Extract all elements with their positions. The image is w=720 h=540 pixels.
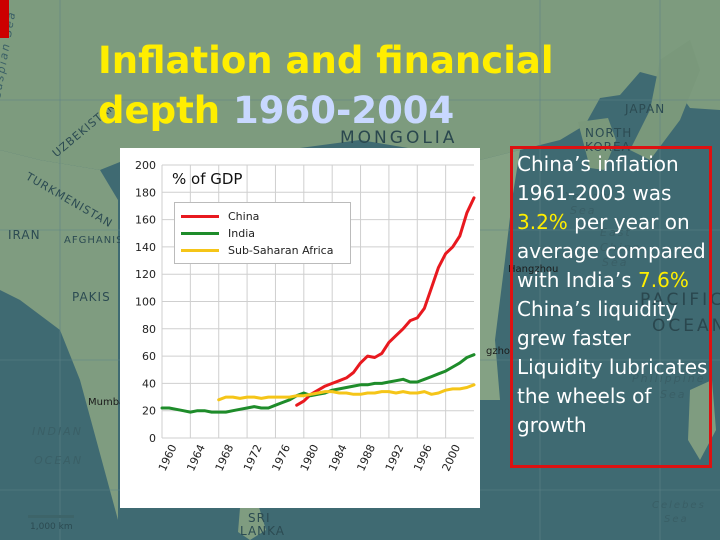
- legend-item: India: [181, 225, 255, 241]
- x-tick-label: 2000: [440, 442, 464, 473]
- series-layer: [160, 196, 476, 414]
- x-tick-label: 1992: [383, 442, 407, 473]
- y-tick-label: 100: [135, 296, 156, 309]
- legend-label: India: [228, 226, 255, 240]
- map-label-sri-lanka-1: SRI: [248, 511, 271, 525]
- map-scale-bar: [28, 515, 74, 518]
- callout-china-rate: 3.2%: [517, 210, 568, 234]
- map-label-celebes-sea-2: Sea: [664, 514, 689, 525]
- corner-tab: [0, 0, 9, 38]
- legend-label: China: [228, 209, 260, 223]
- map-label-east-china-sea-2: China: [600, 241, 642, 254]
- map-label-yellow-sea-2: Sea: [570, 204, 597, 217]
- x-tick-label: 1988: [354, 442, 378, 473]
- map-label-east-china-sea-1: East: [600, 226, 632, 239]
- chart-panel: 0 20 40 60 80 100 120 140 160 180 200 1960 1964 1968 1…: [120, 148, 480, 508]
- y-tick-label: 140: [135, 241, 156, 254]
- map-label-hangzhou: Hangzhou: [508, 264, 559, 275]
- map-label-philippine-sea-1: Philippine: [632, 372, 706, 385]
- grid-layer: [161, 164, 474, 439]
- x-tick-label: 1984: [326, 442, 350, 473]
- callout-text: China’s inflation 1961-2003 was 3.2% per…: [517, 150, 709, 440]
- y-tick-label: 120: [135, 268, 156, 281]
- map-label-ocean-right: OCEAN: [652, 316, 720, 336]
- title-line-1: Inflation and financial: [98, 39, 554, 82]
- x-tick-label: 1972: [241, 442, 265, 473]
- map-label-yellow-sea-1: Yellow: [565, 190, 612, 203]
- callout-box: [510, 146, 712, 468]
- x-tick-label: 1964: [184, 442, 208, 473]
- x-tick-label: 1960: [156, 442, 180, 473]
- map-label-afghanistan: AFGHANIS: [64, 235, 124, 246]
- chart-y-axis-label: % of GDP: [172, 170, 243, 188]
- y-tick-label: 80: [142, 323, 156, 336]
- land-mass-west: [0, 150, 118, 520]
- x-tick-label: 1996: [411, 442, 435, 473]
- map-label-guangzhou: gzho: [486, 346, 511, 357]
- map-label-indian-ocean-1: INDIAN: [32, 425, 83, 438]
- map-label-pakistan: PAKIS: [72, 290, 111, 304]
- map-label-indian-ocean-2: OCEAN: [34, 454, 84, 467]
- y-tick-label: 0: [149, 432, 156, 445]
- y-tick-label: 180: [135, 186, 156, 199]
- legend-item: Sub-Saharan Africa: [181, 242, 333, 258]
- x-tick-label: 1976: [269, 442, 293, 473]
- map-label-japan: JAPAN: [625, 102, 666, 116]
- legend-swatch: [181, 248, 219, 252]
- map-label-philippine-sea-2: Sea: [660, 388, 687, 401]
- legend-item: China: [181, 208, 259, 224]
- title-years: 1960-2004: [232, 89, 455, 132]
- map-label-mumbai: Mumbai: [88, 397, 128, 408]
- callout-paragraph-inflation: China’s inflation 1961-2003 was 3.2% per…: [517, 150, 709, 295]
- series-line-sub-saharan-africa: [217, 383, 476, 402]
- map-label-east-china-sea-3: Sea: [602, 256, 629, 269]
- callout-inflation-text: China’s inflation 1961-2003 was: [517, 152, 679, 205]
- legend-label: Sub-Saharan Africa: [228, 243, 334, 257]
- slide-title: Inflation and financial depth 1960-2004: [98, 36, 554, 136]
- map-scale-label: 1,000 km: [30, 522, 73, 532]
- map-label-iran: IRAN: [8, 228, 41, 242]
- callout-india-rate: 7.6%: [638, 268, 689, 292]
- y-tick-label: 40: [142, 377, 156, 390]
- callout-inflation-text-2: per year on average compared with India’…: [517, 210, 706, 292]
- y-tick-label: 200: [135, 159, 156, 172]
- legend-swatch: [181, 231, 219, 235]
- title-line-2: depth: [98, 89, 233, 132]
- series-line-china: [295, 196, 476, 407]
- land-mass-korea: [578, 118, 616, 170]
- map-label-sri-lanka-2: LANKA: [240, 524, 286, 538]
- legend-swatch: [181, 214, 219, 218]
- y-tick-label: 160: [135, 214, 156, 227]
- map-label-celebes-sea-1: Celebes: [652, 500, 706, 511]
- x-tick-label: 1968: [213, 442, 237, 473]
- land-mass-sri-lanka: [238, 504, 266, 540]
- y-tick-label: 20: [142, 405, 156, 418]
- map-label-mongolia: MONGOLIA: [340, 128, 458, 148]
- callout-paragraph-liquidity: China’s liquidity grew faster: [517, 297, 678, 350]
- map-label-north-korea-1: NORTH: [585, 126, 633, 140]
- y-tick-label: 60: [142, 350, 156, 363]
- callout-paragraph-growth: Liquidity lubricates the wheels of growt…: [517, 355, 708, 437]
- x-tick-label: 1980: [298, 442, 322, 473]
- chart-legend: China India Sub-Saharan Africa: [174, 202, 351, 264]
- map-label-pacific: PACIFIC: [640, 290, 720, 310]
